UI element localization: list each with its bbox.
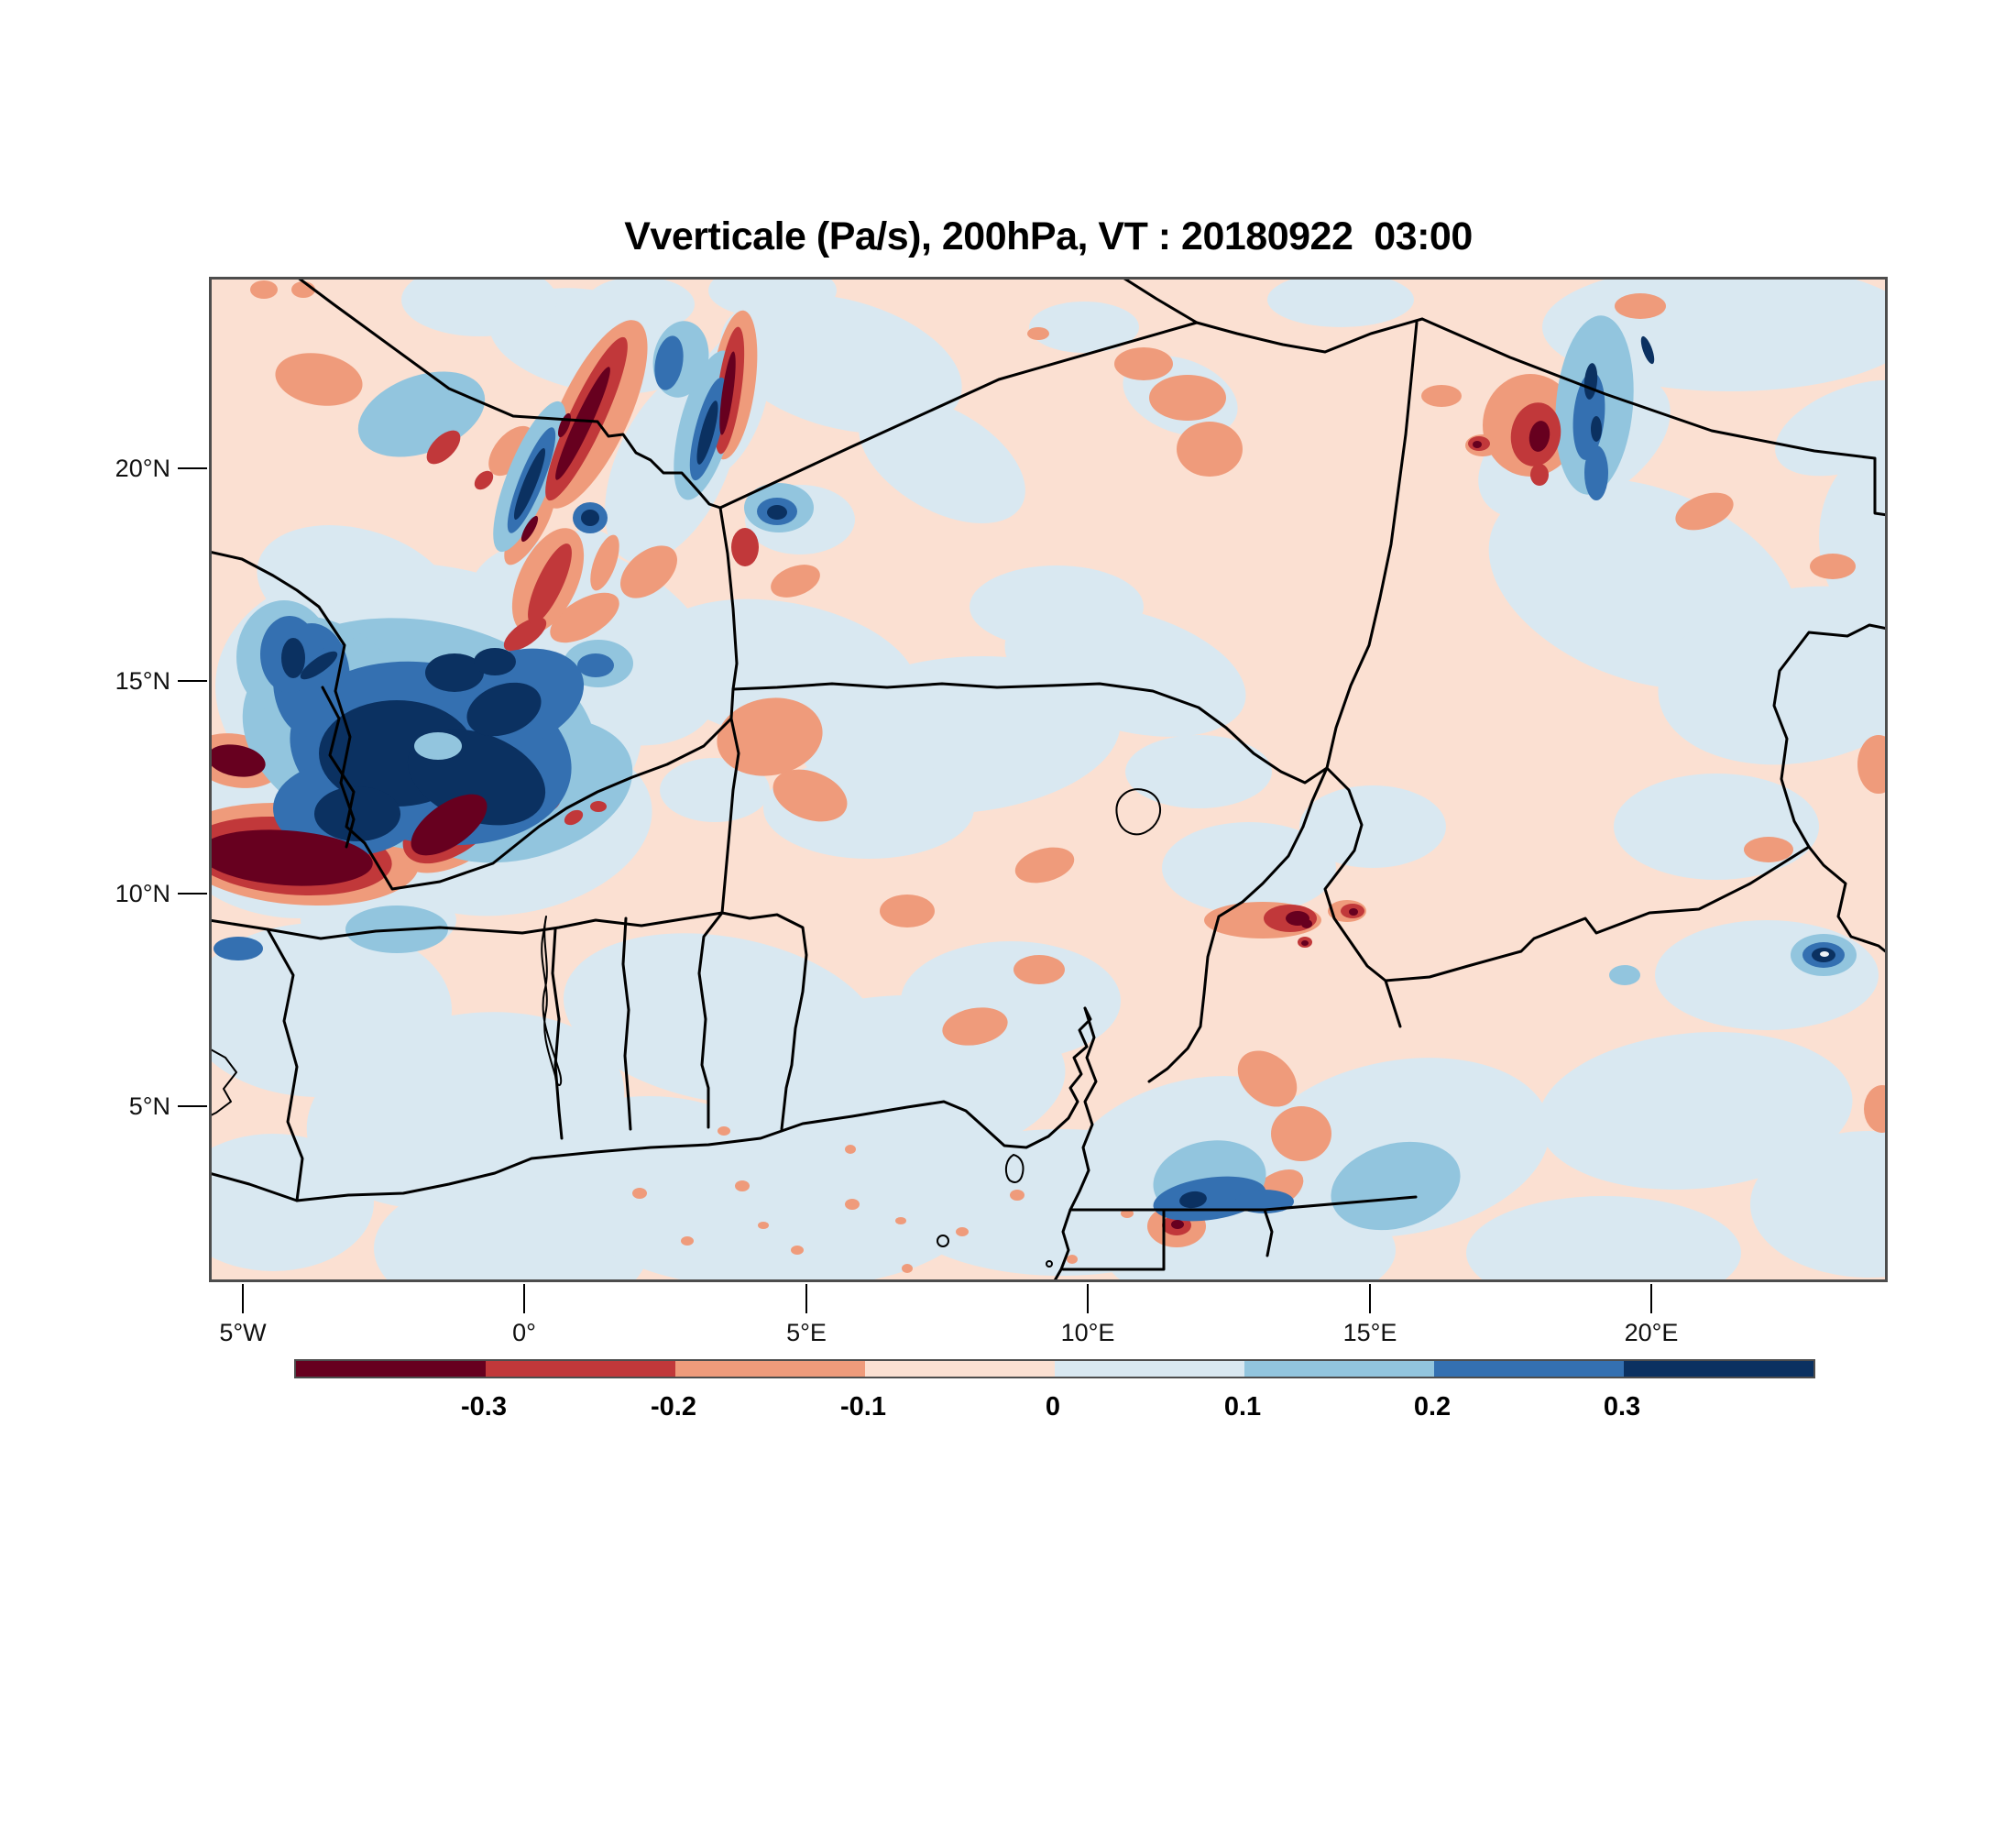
y-tick-label: 15°N (115, 667, 170, 695)
lake-volta-outline (541, 916, 563, 1086)
island-outline (937, 1235, 949, 1247)
colorbar (294, 1359, 1815, 1378)
y-tick-mark (178, 1105, 207, 1107)
colorbar-tick-label: 0.3 (1603, 1392, 1641, 1421)
colorbar-segment (486, 1361, 675, 1377)
x-tick-mark (805, 1284, 807, 1313)
x-tick-mark (1087, 1284, 1089, 1313)
lake-chad-outline (1115, 788, 1162, 836)
colorbar-tick-label: -0.3 (461, 1392, 507, 1421)
country-borders (209, 277, 1888, 1282)
colorbar-tick-label: -0.2 (651, 1392, 696, 1421)
x-tick-label: 10°E (1060, 1319, 1115, 1346)
colorbar-segment (1434, 1361, 1624, 1377)
x-tick-label: 5°W (219, 1319, 267, 1346)
y-tick-label: 10°N (115, 880, 170, 907)
colorbar-tick-label: 0.1 (1223, 1392, 1262, 1421)
eye-feature-center (1820, 951, 1829, 957)
y-tick-label: 20°N (115, 455, 170, 482)
colorbar-segment (1244, 1361, 1434, 1377)
plot-title: Vverticale (Pa/s), 200hPa, VT : 20180922… (624, 214, 1473, 258)
map-canvas (209, 277, 1888, 1282)
y-tick-label: 5°N (128, 1092, 170, 1120)
field-navy-regions (281, 335, 1835, 1209)
x-tick-mark (1369, 1284, 1371, 1313)
colorbar-segment (675, 1361, 865, 1377)
x-tick-label: 15°E (1342, 1319, 1397, 1346)
map-frame (209, 277, 1888, 1282)
navy-mass-light-notch (414, 732, 462, 760)
colorbar-segment (865, 1361, 1055, 1377)
vertical-velocity-field (209, 277, 1888, 1282)
y-tick-mark (178, 893, 207, 895)
bioko-island-outline (1004, 1154, 1024, 1183)
x-tick-mark (1650, 1284, 1652, 1313)
island-dot (1046, 1260, 1053, 1268)
colorbar-segment (1055, 1361, 1244, 1377)
colorbar-tick-label: 0 (1045, 1392, 1061, 1421)
colorbar-tick-label: 0.2 (1413, 1392, 1452, 1421)
colorbar-segment (1624, 1361, 1813, 1377)
colorbar-segment (296, 1361, 486, 1377)
x-tick-mark (523, 1284, 525, 1313)
colorbar-tick-label: -0.1 (840, 1392, 886, 1421)
y-tick-mark (178, 467, 207, 469)
y-tick-mark (178, 680, 207, 682)
x-tick-label: 5°E (786, 1319, 827, 1346)
x-tick-label: 0° (512, 1319, 536, 1346)
x-tick-mark (242, 1284, 244, 1313)
x-tick-label: 20°E (1624, 1319, 1679, 1346)
